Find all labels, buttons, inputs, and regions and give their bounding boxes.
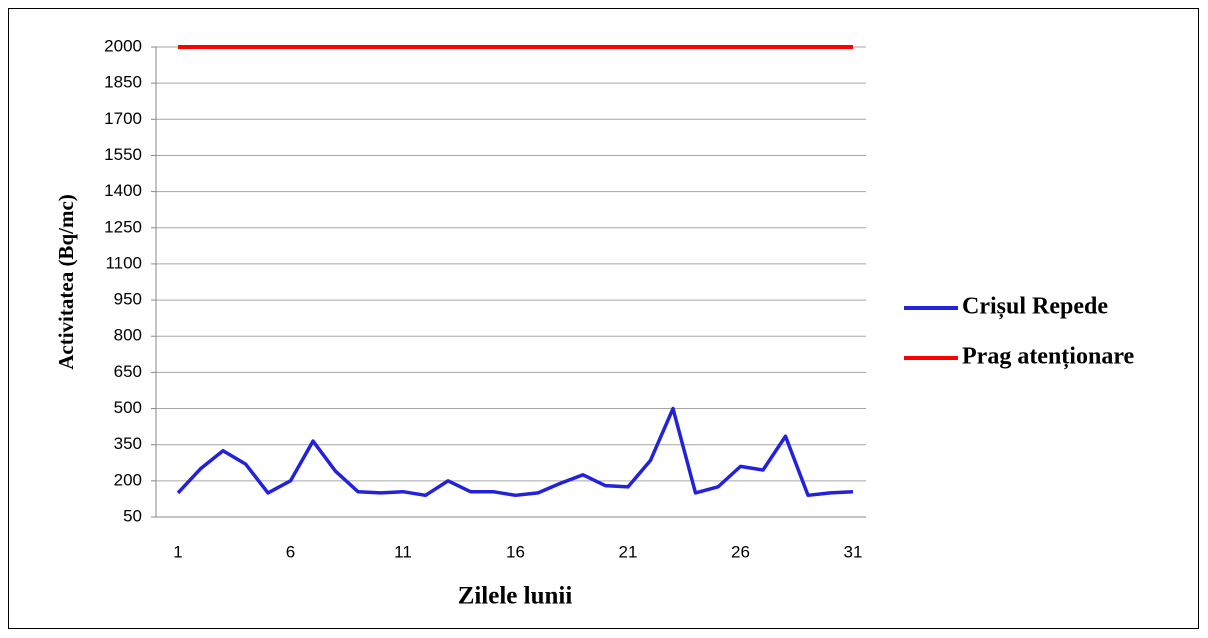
y-tick-label: 650 [114,362,142,381]
y-tick-label: 50 [123,506,142,525]
y-tick-label: 1850 [104,73,142,92]
y-tick-label: 1400 [104,181,142,200]
y-tick-label: 1550 [104,145,142,164]
x-tick-label: 26 [731,542,750,561]
y-tick-label: 200 [114,470,142,489]
x-tick-label: 16 [506,542,525,561]
y-tick-label: 1100 [105,253,142,272]
x-tick-label: 21 [619,542,638,561]
x-tick-label: 6 [286,542,295,561]
y-tick-label: 1700 [104,109,142,128]
y-tick-label: 2000 [104,36,142,55]
legend-label: Prag atenționare [962,344,1135,370]
y-tick-label: 950 [114,290,142,309]
x-tick-label: 1 [173,542,182,561]
y-tick-label: 350 [114,434,142,453]
y-tick-label: 1250 [104,217,142,236]
y-tick-label: 800 [114,326,142,345]
chart-border [8,8,1199,629]
legend-label: Crișul Repede [962,294,1108,320]
y-axis-title: Activitatea (Bq/mc) [54,194,78,370]
y-tick-label: 500 [114,398,142,417]
x-tick-label: 31 [844,542,863,561]
x-tick-label: 11 [394,542,412,561]
data-line [176,406,854,498]
x-axis-title: Zilele lunii [458,583,573,610]
